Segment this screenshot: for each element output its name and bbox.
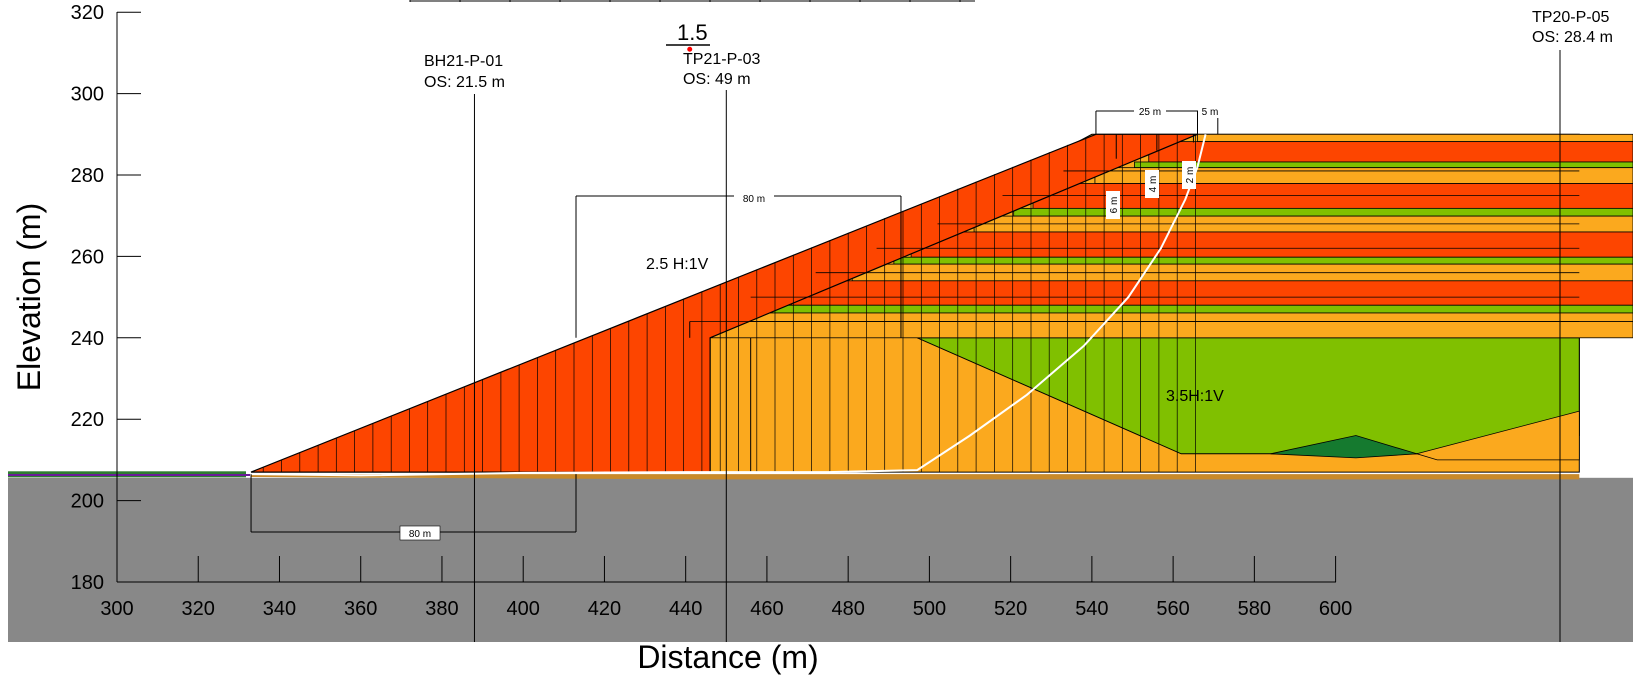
x-axis: 300 320 340 360 380 400 420 440 460 480 500 520 540 5… <box>100 556 1352 620</box>
dimension-crest-25m: 25 m <box>1139 107 1161 118</box>
x-axis-title: Distance (m) <box>637 639 818 675</box>
factor-of-safety-label: 1.5 <box>677 20 708 45</box>
x-tick-label: 300 <box>100 598 133 620</box>
borehole-3-id: TP20-P-05 <box>1532 9 1609 26</box>
y-tick-label: 220 <box>71 409 104 431</box>
orange-wedge-right <box>1415 410 1580 461</box>
critical-slip-surface <box>250 134 1207 477</box>
x-tick-label: 400 <box>507 598 540 620</box>
x-tick-label: 460 <box>750 598 783 620</box>
layer-band-10 <box>790 280 1633 306</box>
layer-band-8 <box>893 256 1633 265</box>
x-tick-label: 420 <box>588 598 621 620</box>
x-tick-label: 360 <box>344 598 377 620</box>
x-tick-label: 600 <box>1319 598 1352 620</box>
y-axis-title: Elevation (m) <box>11 203 47 392</box>
x-tick-label: 500 <box>913 598 946 620</box>
y-tick-label: 300 <box>71 84 104 106</box>
layer-band-2 <box>1134 161 1633 169</box>
dimension-bench-width-80m: 80 m <box>743 194 765 205</box>
x-tick-label: 320 <box>182 598 215 620</box>
y-tick-label: 280 <box>71 165 104 187</box>
slope-label-outer: 2.5 H:1V <box>646 256 709 273</box>
slip-center-point <box>687 46 693 52</box>
borehole-2-id: TP21-P-03 <box>683 51 760 68</box>
x-tick-label: 440 <box>669 598 702 620</box>
borehole-1-offset: OS: 21.5 m <box>424 74 505 91</box>
y-tick-label: 240 <box>71 328 104 350</box>
borehole-1-id: BH21-P-01 <box>424 53 503 70</box>
dimension-crest-5m: 5 m <box>1202 107 1219 118</box>
base-pad <box>251 474 1580 480</box>
layer-band-7 <box>910 231 1633 258</box>
x-tick-label: 380 <box>425 598 458 620</box>
dimension-4m: 4 m <box>1148 176 1159 193</box>
slope-label-inner: 3.5H:1V <box>1166 388 1224 405</box>
y-tick-label: 260 <box>71 246 104 268</box>
layer-band-4 <box>1032 183 1633 209</box>
x-tick-label: 340 <box>263 598 296 620</box>
x-tick-label: 520 <box>994 598 1027 620</box>
y-tick-label: 180 <box>71 572 104 594</box>
layer-band-0 <box>1197 133 1633 143</box>
borehole-2-offset: OS: 49 m <box>683 71 751 88</box>
layer-band-3 <box>1094 167 1633 184</box>
dimension-2m: 2 m <box>1185 167 1196 184</box>
x-tick-label: 540 <box>1075 598 1108 620</box>
borehole-3-offset: OS: 28.4 m <box>1532 29 1613 46</box>
x-tick-label: 480 <box>831 598 864 620</box>
dimension-toe-width-80m: 80 m <box>409 529 431 540</box>
y-tick-label: 320 <box>71 2 104 24</box>
dimension-6m: 6 m <box>1109 197 1120 214</box>
x-tick-label: 560 <box>1156 598 1189 620</box>
foundation-layer <box>8 477 1633 642</box>
x-tick-label: 580 <box>1238 598 1271 620</box>
layer-band-12 <box>750 312 1633 322</box>
y-tick-label: 200 <box>71 491 104 513</box>
geology-layers <box>8 133 1633 642</box>
